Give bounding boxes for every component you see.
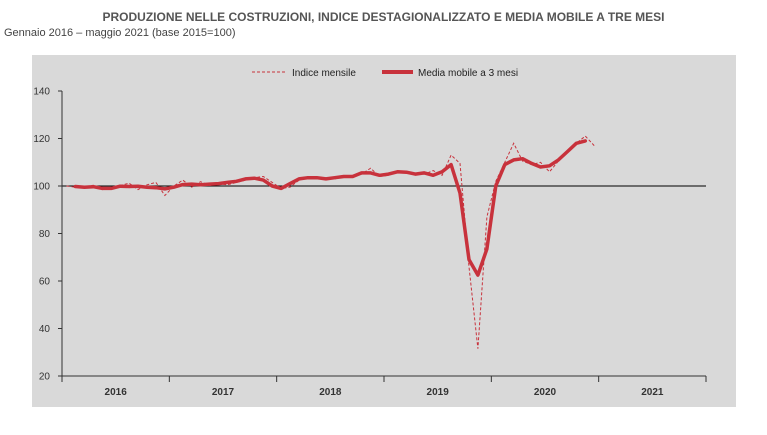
y-tick-label: 60 [39,277,51,288]
x-tick-label: 2016 [105,387,128,398]
x-tick-label: 2020 [534,387,557,398]
chart-legend: Indice mensile Media mobile a 3 mesi [252,68,518,79]
x-tick-label: 2018 [319,387,342,398]
x-tick-label: 2019 [427,387,450,398]
x-tick-label: 2021 [641,387,664,398]
chart-panel [32,55,736,407]
legend-label-monthly: Indice mensile [292,68,356,79]
chart-title: PRODUZIONE NELLE COSTRUZIONI, INDICE DES… [102,10,665,24]
legend-label-moving-average: Media mobile a 3 mesi [418,68,518,79]
y-tick-label: 120 [33,134,50,145]
x-tick-label: 2017 [212,387,235,398]
series-line-monthly [66,135,595,349]
series-line-moving-average [73,139,588,277]
chart-subtitle: Gennaio 2016 – maggio 2021 (base 2015=10… [4,27,236,39]
y-tick-label: 20 [39,372,51,383]
y-tick-label: 40 [39,324,51,335]
y-tick-label: 140 [33,87,50,98]
y-tick-label: 100 [33,182,50,193]
y-tick-label: 80 [39,229,51,240]
